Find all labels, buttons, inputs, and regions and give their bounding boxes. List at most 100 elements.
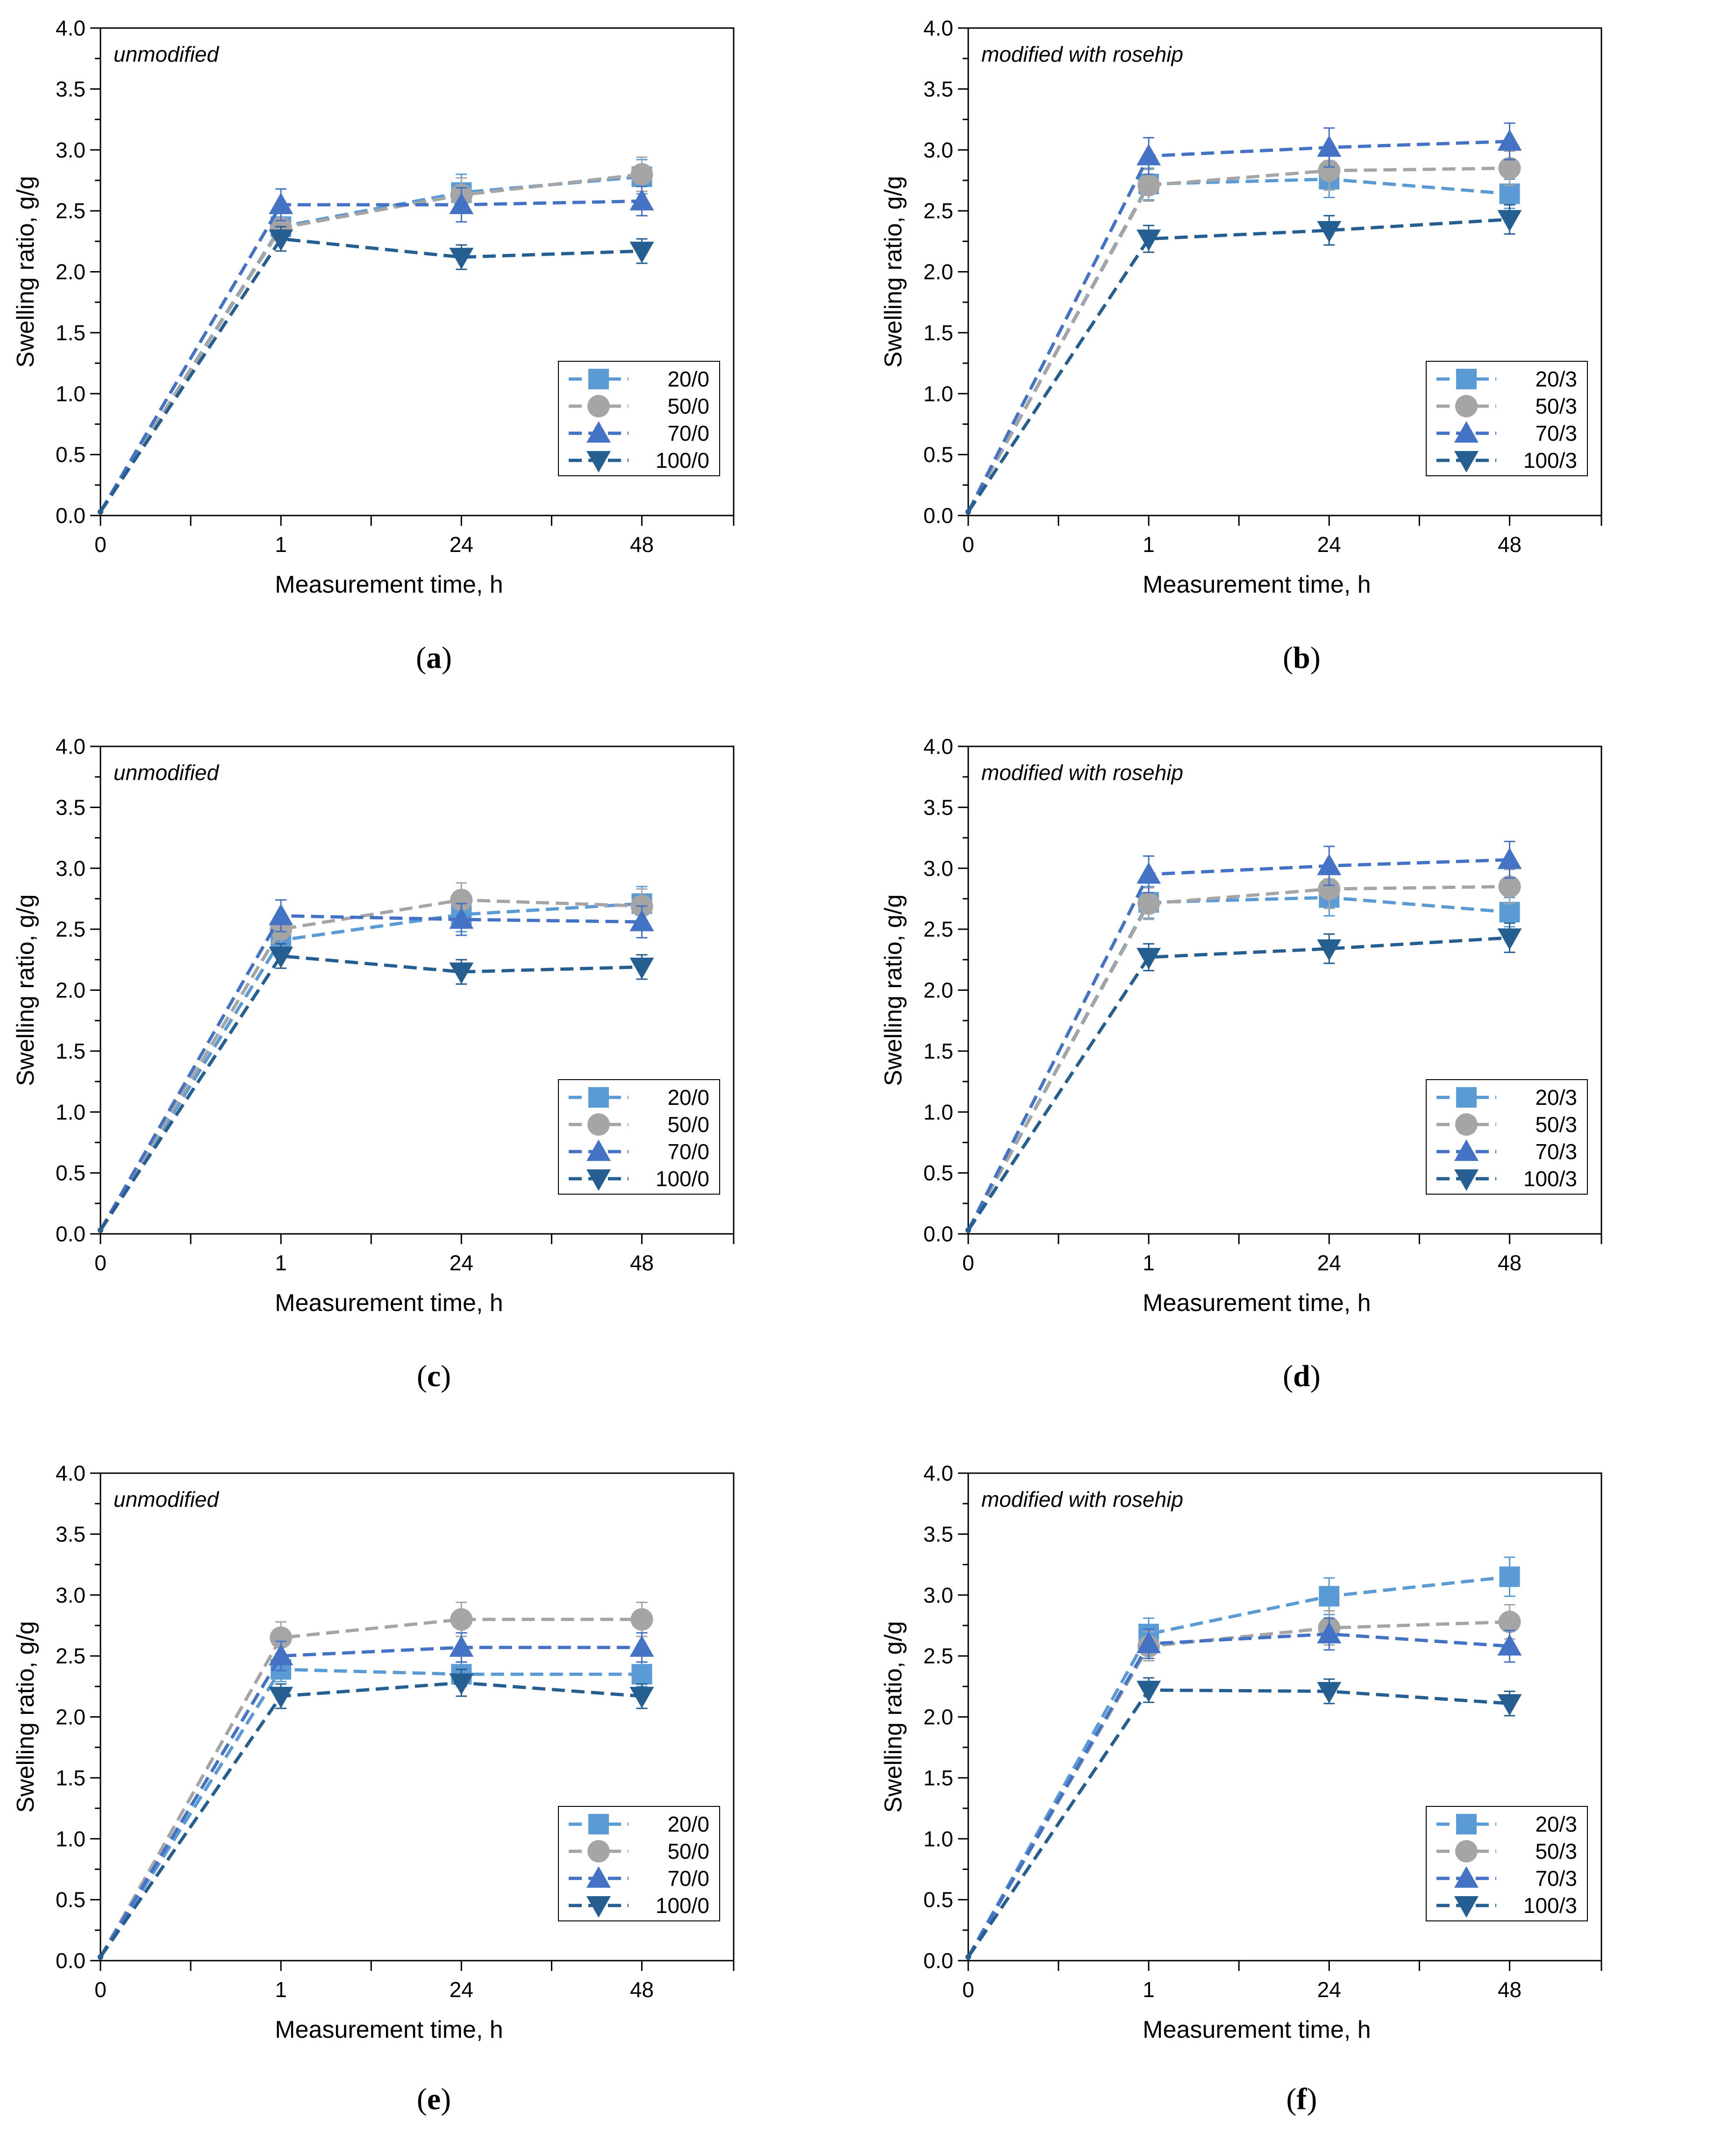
series-line-b-3 — [967, 217, 1510, 513]
caption-b-letter: b — [1293, 641, 1310, 675]
x-tick-label-f-1: 1 — [1143, 1977, 1155, 2002]
y-tick-label-c-6: 3.0 — [56, 856, 86, 881]
y-tick-label-f-2: 1.0 — [923, 1827, 953, 1851]
x-axis-label-b: Measurement time, h — [1143, 571, 1371, 598]
caption-d: (d) — [1283, 1359, 1321, 1393]
legend-label-c-2: 70/0 — [667, 1139, 709, 1164]
caption-e-letter: e — [427, 2082, 441, 2116]
y-tick-label-c-4: 2.0 — [56, 978, 86, 1003]
data-point-d-3-3 — [1497, 928, 1522, 950]
data-point-b-3-2 — [1317, 221, 1342, 243]
series-line-d-2 — [966, 858, 1510, 1231]
chart-a-svg: 0.0 0.5 1.0 1.5 2.0 2.5 3.0 3.5 4.0 0 1 24 48 Measure… — [12, 16, 735, 598]
series-d-1 — [965, 868, 1521, 1233]
legend-marker-f-3 — [1454, 1896, 1479, 1918]
legend-label-c-0: 20/0 — [667, 1085, 709, 1110]
legend-marker-d-2 — [1454, 1139, 1479, 1161]
y-tick-label-b-8: 4.0 — [923, 16, 953, 40]
data-point-e-3-3 — [629, 1687, 654, 1709]
y-axis-label-a: Swelling ratio, g/g — [12, 176, 39, 367]
y-axis-label-f: Swelling ratio, g/g — [880, 1621, 907, 1812]
legend-marker-d-3 — [1454, 1169, 1479, 1191]
legend-label-e-2: 70/0 — [667, 1866, 709, 1891]
y-tick-label-a-2: 1.0 — [56, 381, 86, 406]
data-point-d-2-3 — [1497, 847, 1522, 869]
data-point-e-3-0 — [98, 1954, 103, 1960]
data-point-a-3-0 — [98, 509, 103, 515]
chart-b-svg: 0.0 0.5 1.0 1.5 2.0 2.5 3.0 3.5 4.0 0 1 24 48 Measure… — [880, 16, 1602, 598]
data-point-f-2-3 — [1497, 1634, 1522, 1656]
data-point-f-0-3 — [1499, 1566, 1520, 1587]
legend-marker-a-2 — [586, 421, 611, 443]
y-tick-label-c-7: 3.5 — [56, 795, 86, 819]
legend-marker-e-2 — [586, 1866, 611, 1888]
legend-label-d-2: 70/3 — [1535, 1139, 1577, 1164]
y-tick-label-e-7: 3.5 — [56, 1522, 86, 1546]
series-d-2 — [965, 840, 1522, 1233]
legend-marker-d-1 — [1455, 1113, 1478, 1136]
y-tick-label-e-1: 0.5 — [56, 1888, 86, 1912]
caption-d-letter: d — [1293, 1359, 1310, 1393]
panel-annotation-c: unmodified — [114, 760, 219, 785]
data-point-c-3-1 — [269, 946, 293, 968]
data-point-a-2-3 — [629, 189, 654, 211]
data-point-e-3-1 — [269, 1687, 293, 1709]
legend-marker-c-3 — [586, 1169, 611, 1191]
y-tick-label-c-0: 0.0 — [56, 1222, 86, 1246]
y-tick-label-f-5: 2.5 — [923, 1644, 953, 1668]
data-point-e-0-3 — [631, 1664, 652, 1685]
data-point-f-2-2 — [1317, 1622, 1342, 1644]
data-point-c-2-1 — [269, 903, 293, 925]
series-line-b-1 — [966, 166, 1510, 513]
data-point-b-2-1 — [1136, 143, 1161, 165]
data-point-e-2-3 — [629, 1635, 654, 1657]
x-tick-label-c-3: 48 — [630, 1251, 654, 1275]
y-tick-label-d-0: 0.0 — [923, 1222, 953, 1246]
series-d-3 — [965, 922, 1522, 1233]
data-point-f-1-3 — [1498, 1611, 1521, 1633]
series-a-2 — [98, 186, 654, 515]
series-c-3 — [98, 943, 654, 1233]
y-tick-label-c-2: 1.0 — [56, 1100, 86, 1124]
y-tick-label-a-4: 2.0 — [56, 260, 86, 284]
caption-c-letter: c — [427, 1359, 441, 1393]
y-tick-label-d-1: 0.5 — [923, 1161, 953, 1185]
caption-c: (c) — [416, 1359, 451, 1393]
y-tick-label-e-8: 4.0 — [56, 1461, 86, 1485]
legend-marker-e-3 — [586, 1896, 611, 1918]
y-axis-label-c: Swelling ratio, g/g — [12, 894, 39, 1086]
x-tick-label-d-1: 1 — [1143, 1251, 1155, 1275]
series-line-c-1 — [99, 898, 642, 1231]
series-line-f-0 — [966, 1575, 1510, 1958]
series-line-c-3 — [99, 954, 642, 1232]
data-point-b-2-2 — [1317, 135, 1342, 157]
x-axis-label-a: Measurement time, h — [275, 571, 503, 598]
data-point-d-2-1 — [1136, 862, 1161, 884]
legend-marker-f-0 — [1456, 1814, 1477, 1834]
legend-label-a-1: 50/0 — [667, 394, 709, 418]
data-point-a-2-1 — [269, 193, 293, 215]
y-tick-label-a-5: 2.5 — [56, 199, 86, 223]
data-point-d-1-1 — [1137, 892, 1160, 915]
x-tick-label-b-3: 48 — [1498, 532, 1522, 557]
data-point-b-2-3 — [1497, 129, 1522, 151]
legend-box-f — [1426, 1806, 1588, 1921]
y-tick-label-d-4: 2.0 — [923, 978, 953, 1003]
series-line-f-3 — [967, 1688, 1510, 1958]
series-line-c-2 — [99, 914, 642, 1231]
chart-panel-d: 0.0 0.5 1.0 1.5 2.0 2.5 3.0 3.5 4.0 0 1 24 48 Measure… — [868, 718, 1736, 1437]
x-tick-label-b-0: 0 — [962, 532, 974, 557]
y-tick-label-b-5: 2.5 — [923, 199, 953, 223]
y-tick-label-a-1: 0.5 — [56, 443, 86, 467]
legend-label-a-0: 20/0 — [667, 367, 709, 391]
chart-c-svg: 0.0 0.5 1.0 1.5 2.0 2.5 3.0 3.5 4.0 0 1 24 48 Measure… — [12, 734, 735, 1317]
legend-label-e-1: 50/0 — [667, 1839, 709, 1863]
chart-e-svg: 0.0 0.5 1.0 1.5 2.0 2.5 3.0 3.5 4.0 0 1 24 48 Measure… — [12, 1461, 735, 2043]
x-tick-label-e-0: 0 — [94, 1977, 107, 2002]
x-tick-label-e-2: 24 — [450, 1977, 473, 2002]
data-point-a-3-1 — [269, 229, 293, 251]
y-tick-label-f-6: 3.0 — [923, 1583, 953, 1607]
x-tick-label-d-2: 24 — [1317, 1251, 1341, 1275]
chart-panel-e: 0.0 0.5 1.0 1.5 2.0 2.5 3.0 3.5 4.0 0 1 24 48 Measure… — [0, 1437, 868, 2155]
legend-marker-b-0 — [1456, 369, 1477, 389]
